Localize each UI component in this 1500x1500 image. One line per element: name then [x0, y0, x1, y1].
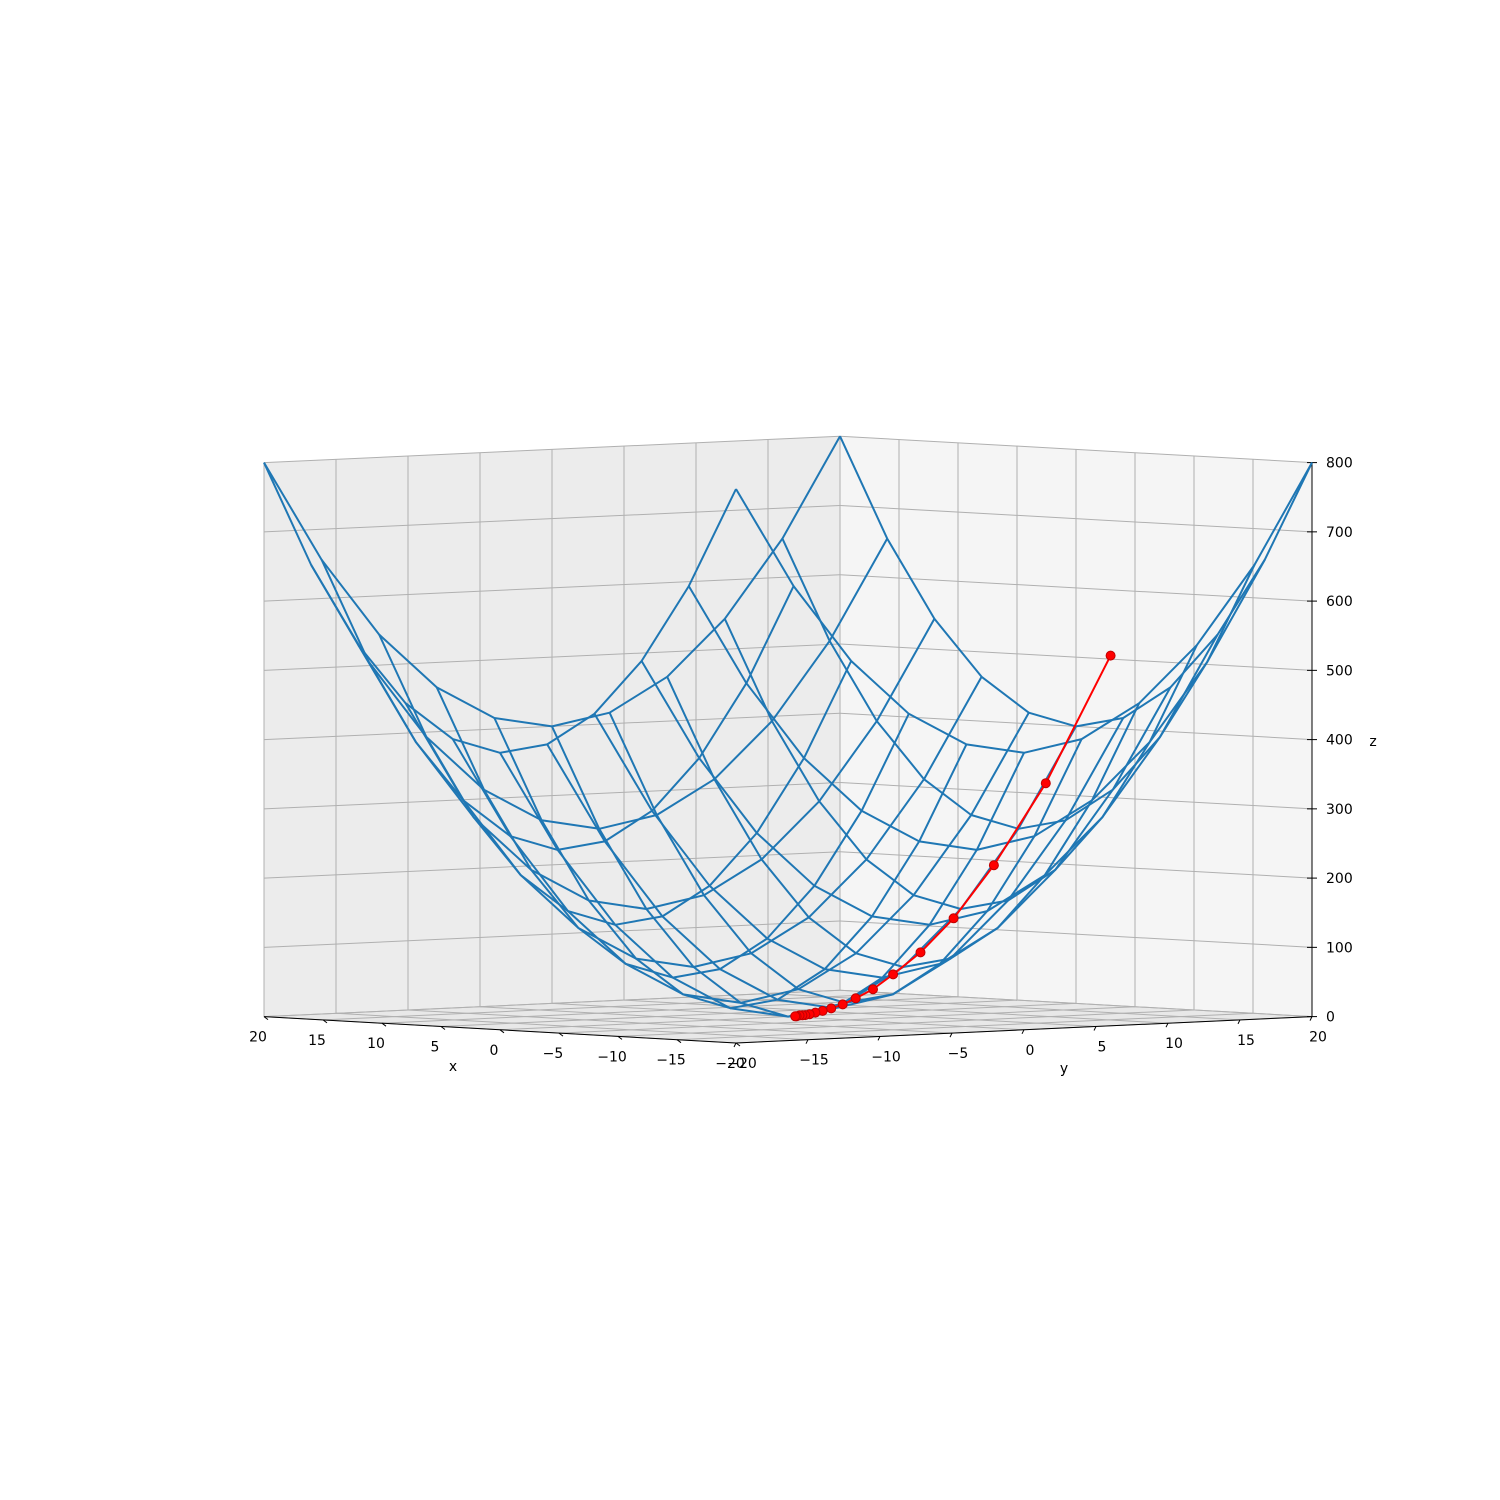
grid-line-z-side	[263, 643, 841, 671]
grid-line-z-back	[839, 989, 1313, 1018]
path-point	[850, 993, 861, 1004]
z-tick-label: 300	[1326, 802, 1353, 818]
x-tick-mark	[263, 1016, 269, 1020]
grid-line-y-floor	[767, 993, 1241, 1021]
grid-line-z-back	[839, 574, 1313, 602]
z-tick-label: 600	[1326, 594, 1353, 610]
x-tick-label: −5	[543, 1046, 564, 1062]
x-tick-label: 20	[249, 1030, 267, 1046]
x-tick-label: 15	[308, 1033, 326, 1049]
x-tick-mark	[558, 1032, 564, 1037]
grid-line-y-floor	[407, 1009, 881, 1037]
grid-line-z-side	[263, 781, 841, 810]
wireframe-line-const-y	[551, 725, 1025, 1018]
grid-line-z-side	[263, 989, 841, 1018]
z-tick-label: 800	[1326, 456, 1353, 472]
z-tick-label: 700	[1326, 525, 1353, 541]
z-axis-label: z	[1369, 734, 1376, 750]
axes	[263, 462, 1317, 1048]
x-tick-mark	[617, 1036, 623, 1040]
y-tick-label: 20	[1309, 1030, 1327, 1046]
path-point	[948, 913, 959, 924]
grid-line-z-back	[839, 851, 1313, 879]
y-tick-mark	[1309, 1016, 1313, 1021]
y-tick-mark	[805, 1039, 809, 1044]
grid-line-z-back	[839, 504, 1313, 533]
x-tick-mark	[440, 1026, 446, 1030]
y-tick-label: −10	[871, 1049, 901, 1065]
z-tick-label: 500	[1326, 663, 1353, 679]
path-point	[915, 947, 926, 958]
path-point	[837, 999, 848, 1010]
x-tick-label: 5	[431, 1040, 440, 1056]
z-tick-label: 0	[1326, 1010, 1335, 1026]
path-point	[1040, 778, 1051, 789]
y-tick-mark	[1165, 1022, 1169, 1028]
path-point	[826, 1003, 837, 1014]
y-tick-mark	[1021, 1029, 1025, 1035]
wireframe-line-const-y	[263, 462, 737, 754]
grid-line-z-side	[263, 851, 841, 879]
grid-line-z-back	[839, 920, 1313, 948]
grid-line-y-floor	[623, 999, 1097, 1027]
y-tick-mark	[949, 1032, 953, 1038]
path-point	[988, 860, 999, 871]
x-tick-mark	[676, 1039, 682, 1044]
y-tick-mark	[877, 1036, 881, 1041]
path-point	[868, 984, 878, 995]
path-point	[790, 1011, 801, 1022]
y-tick-label: −15	[799, 1053, 829, 1069]
grid-line-z-side	[263, 504, 841, 533]
wireframe-line-const-y	[435, 686, 910, 979]
y-tick-label: 5	[1098, 1040, 1107, 1056]
y-tick-label: 15	[1237, 1033, 1255, 1049]
grid-line-z-side	[263, 574, 841, 602]
x-tick-mark	[735, 1042, 741, 1047]
grid-line-z-back	[839, 435, 1313, 464]
x-tick-label: 0	[490, 1043, 499, 1059]
path-point	[1105, 650, 1116, 661]
y-tick-label: −20	[727, 1056, 757, 1072]
descent-path	[790, 650, 1116, 1022]
y-axis-label: y	[1060, 1061, 1068, 1077]
x-tick-mark	[499, 1029, 505, 1034]
grid-line-y-floor	[479, 1006, 953, 1034]
grid-line-z-side	[263, 920, 841, 948]
y-tick-mark	[1093, 1026, 1097, 1031]
path-point	[888, 969, 899, 980]
z-tick-label: 200	[1326, 871, 1353, 887]
grid-line-z-side	[263, 435, 841, 464]
z-tick-label: 400	[1326, 733, 1353, 749]
y-tick-label: −5	[948, 1046, 969, 1062]
wireframe-line-const-y	[493, 717, 968, 1010]
x-tick-label: −20	[715, 1056, 745, 1072]
y-tick-label: 0	[1026, 1043, 1035, 1059]
x-axis-label: x	[449, 1059, 457, 1075]
wireframe-line-const-y	[781, 538, 1256, 830]
x-tick-label: −10	[597, 1049, 627, 1065]
wireframe-line-const-y	[320, 559, 795, 851]
y-tick-mark	[733, 1042, 737, 1048]
y-tick-label: 10	[1165, 1036, 1183, 1052]
wireframe-line-const-y	[378, 634, 853, 926]
z-tick-label: 100	[1326, 940, 1353, 956]
x-tick-mark	[322, 1019, 328, 1024]
x-tick-mark	[381, 1022, 387, 1027]
x-tick-label: 10	[367, 1036, 385, 1052]
wireframe-line-const-y	[839, 435, 1313, 728]
grid-line-y-floor	[335, 1012, 809, 1041]
y-tick-mark	[1237, 1019, 1241, 1025]
x-tick-label: −15	[656, 1053, 686, 1069]
